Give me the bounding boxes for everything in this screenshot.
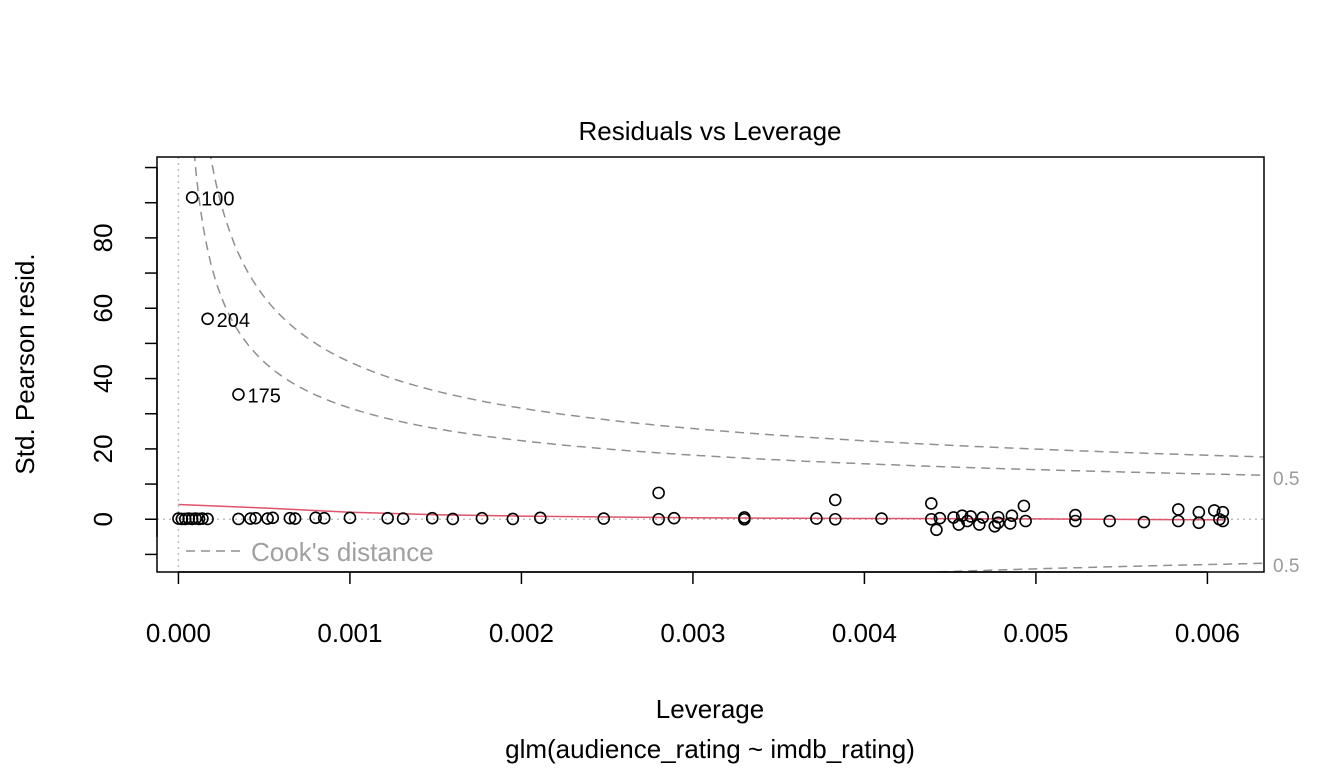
data-point xyxy=(249,511,262,525)
contour-label-lower: 0.5 xyxy=(1273,556,1299,577)
data-point xyxy=(381,511,394,525)
y-axis-label: Std. Pearson resid. xyxy=(10,253,40,474)
x-tick-label: 0.006 xyxy=(1175,618,1240,648)
data-point xyxy=(667,511,681,525)
x-tick-label: 0.002 xyxy=(489,618,554,648)
x-tick-label: 0.000 xyxy=(146,618,211,648)
data-point xyxy=(738,511,751,524)
data-point xyxy=(1171,514,1185,528)
x-tick-label: 0.003 xyxy=(660,618,725,648)
data-point xyxy=(201,512,214,526)
smooth-line xyxy=(178,503,1225,521)
point-175 xyxy=(232,388,245,401)
data-point xyxy=(288,512,302,525)
data-point xyxy=(261,512,274,525)
data-point xyxy=(930,523,943,537)
legend: Cook's distance xyxy=(186,537,434,567)
reference-lines xyxy=(157,157,1264,572)
data-point xyxy=(924,512,938,526)
x-tick-label: 0.004 xyxy=(832,618,897,648)
y-tick-label: 80 xyxy=(88,223,118,252)
data-point xyxy=(446,512,460,526)
smooth-line-group xyxy=(178,503,1225,521)
x-axis-label: Leverage xyxy=(656,694,764,724)
data-point xyxy=(266,511,280,525)
cooks-distance-contours xyxy=(193,157,1276,711)
data-point xyxy=(244,512,257,525)
y-tick-label: 20 xyxy=(88,434,118,463)
data-point xyxy=(1069,508,1082,522)
cooks-contour-1-upper xyxy=(209,157,1264,458)
data-point xyxy=(1216,505,1230,519)
data-point xyxy=(875,512,888,525)
data-point xyxy=(343,511,357,525)
y-axis: 0 20 40 60 80 xyxy=(88,166,158,556)
data-point xyxy=(196,512,209,525)
data-point xyxy=(991,510,1005,524)
contour-label-upper: 0.5 xyxy=(1273,469,1299,490)
y-tick-label: 0 xyxy=(88,512,118,526)
point-100 xyxy=(185,191,199,204)
data-point xyxy=(396,512,410,525)
data-point xyxy=(1103,514,1116,528)
data-point xyxy=(317,511,331,525)
chart-title: Residuals vs Leverage xyxy=(578,116,841,146)
data-point xyxy=(1017,499,1031,513)
data-point xyxy=(991,516,1005,530)
plot-frame xyxy=(156,156,1265,573)
x-tick-label: 0.001 xyxy=(317,618,382,648)
y-tick-label: 60 xyxy=(88,294,118,323)
points-group: 100 204 175 xyxy=(172,188,1230,537)
data-point xyxy=(976,511,990,524)
cooks-contour-0.5-lower xyxy=(915,562,1264,572)
data-point xyxy=(810,512,823,525)
data-point xyxy=(652,512,665,526)
data-point xyxy=(1171,503,1185,516)
data-point xyxy=(828,493,842,507)
data-point xyxy=(506,512,520,526)
x-tick-label: 0.005 xyxy=(1003,618,1068,648)
model-subtitle: glm(audience_rating ~ imdb_rating) xyxy=(505,734,915,764)
data-point xyxy=(1003,517,1017,530)
data-point xyxy=(828,512,842,526)
data-point xyxy=(1069,514,1082,528)
data-point xyxy=(597,512,611,525)
y-tick-label: 40 xyxy=(88,364,118,393)
data-point xyxy=(309,511,322,525)
data-point xyxy=(652,486,665,500)
data-point xyxy=(933,511,947,525)
x-axis: 0.000 0.001 0.002 0.003 0.004 0.005 0.006 xyxy=(146,571,1240,648)
data-point xyxy=(475,511,489,525)
data-point xyxy=(1005,509,1019,523)
data-point xyxy=(1192,505,1206,519)
data-point xyxy=(533,511,547,525)
data-point xyxy=(1019,514,1032,528)
data-point xyxy=(964,510,978,523)
data-point xyxy=(924,497,938,510)
data-point xyxy=(1216,514,1230,528)
point-204 xyxy=(201,312,214,326)
data-point xyxy=(1192,516,1206,530)
data-point xyxy=(425,511,439,525)
cooks-contour-0.5-upper xyxy=(193,157,1264,476)
point-label-175: 175 xyxy=(247,385,280,407)
data-point xyxy=(283,511,297,525)
point-label-100: 100 xyxy=(201,188,234,210)
legend-label: Cook's distance xyxy=(251,537,434,567)
cooks-contour-1-lower xyxy=(293,581,1276,711)
point-label-204: 204 xyxy=(217,310,250,332)
data-point xyxy=(973,518,986,531)
data-point xyxy=(1137,515,1151,529)
data-point xyxy=(232,512,245,526)
